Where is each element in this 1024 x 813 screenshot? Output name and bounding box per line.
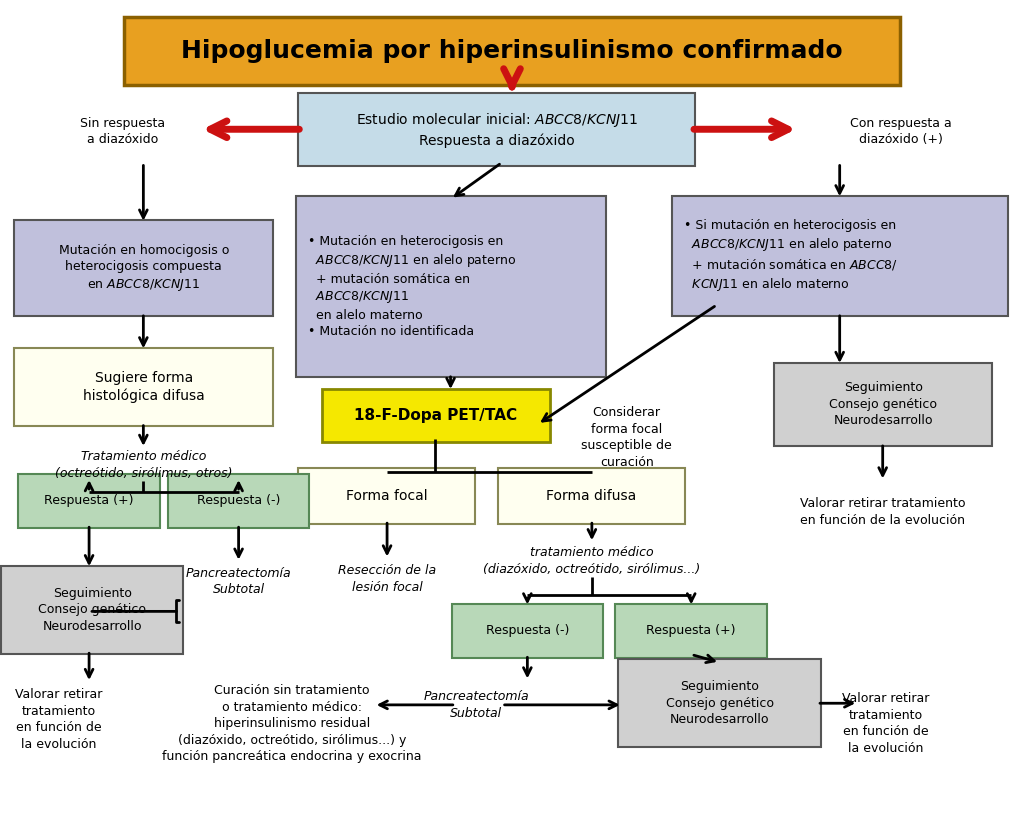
FancyBboxPatch shape xyxy=(14,348,273,426)
Text: Valorar retirar
tratamiento
en función de
la evolución: Valorar retirar tratamiento en función d… xyxy=(842,693,930,754)
Text: Sugiere forma
histológica difusa: Sugiere forma histológica difusa xyxy=(83,371,205,403)
Text: Seguimiento
Consejo genético
Neurodesarrollo: Seguimiento Consejo genético Neurodesarr… xyxy=(666,680,774,726)
FancyBboxPatch shape xyxy=(618,659,821,747)
Text: • Si mutación en heterocigosis en
  $\it{ABCC8/KCNJ11}$ en alelo paterno
  + mut: • Si mutación en heterocigosis en $\it{A… xyxy=(684,219,898,293)
FancyBboxPatch shape xyxy=(14,220,273,316)
Text: Pancreatectomía
Subtotal: Pancreatectomía Subtotal xyxy=(423,690,529,720)
Text: 18-F-Dopa PET/TAC: 18-F-Dopa PET/TAC xyxy=(354,408,517,423)
FancyBboxPatch shape xyxy=(672,196,1008,316)
Text: Hipoglucemia por hiperinsulinismo confirmado: Hipoglucemia por hiperinsulinismo confir… xyxy=(181,39,843,63)
FancyBboxPatch shape xyxy=(168,474,309,528)
Text: Valorar retirar
tratamiento
en función de
la evolución: Valorar retirar tratamiento en función d… xyxy=(14,689,102,750)
FancyBboxPatch shape xyxy=(774,363,992,446)
Text: Curación sin tratamiento
o tratamiento médico:
hiperinsulinismo residual
(diazóx: Curación sin tratamiento o tratamiento m… xyxy=(162,684,422,763)
Text: Respuesta (-): Respuesta (-) xyxy=(197,494,281,507)
Text: Pancreatectomía
Subtotal: Pancreatectomía Subtotal xyxy=(185,567,292,596)
FancyBboxPatch shape xyxy=(1,566,183,654)
FancyBboxPatch shape xyxy=(298,468,475,524)
Text: Tratamiento médico
(octreótido, sirólimus, otros): Tratamiento médico (octreótido, sirólimu… xyxy=(54,450,232,480)
Text: tratamiento médico
(diazóxido, octreótido, sirólimus...): tratamiento médico (diazóxido, octreótid… xyxy=(483,546,700,576)
Text: Considerar
forma focal
susceptible de
curación: Considerar forma focal susceptible de cu… xyxy=(582,406,672,468)
Text: Estudio molecular inicial: $\it{ABCC8/KCNJ11}$
Respuesta a diazóxido: Estudio molecular inicial: $\it{ABCC8/KC… xyxy=(355,111,638,147)
Text: Resección de la
lesión focal: Resección de la lesión focal xyxy=(338,564,436,593)
Text: Respuesta (-): Respuesta (-) xyxy=(485,624,569,637)
FancyBboxPatch shape xyxy=(124,17,900,85)
Text: Forma focal: Forma focal xyxy=(346,489,427,503)
Text: Mutación en homocigosis o
heterocigosis compuesta
en $\it{ABCC8/KCNJ11}$: Mutación en homocigosis o heterocigosis … xyxy=(58,244,229,293)
Text: Con respuesta a
diazóxido (+): Con respuesta a diazóxido (+) xyxy=(850,117,952,146)
FancyBboxPatch shape xyxy=(298,93,695,166)
Text: Forma difusa: Forma difusa xyxy=(546,489,637,503)
Text: Seguimiento
Consejo genético
Neurodesarrollo: Seguimiento Consejo genético Neurodesarr… xyxy=(829,381,937,428)
Text: Seguimiento
Consejo genético
Neurodesarrollo: Seguimiento Consejo genético Neurodesarr… xyxy=(38,587,146,633)
FancyBboxPatch shape xyxy=(498,468,685,524)
FancyBboxPatch shape xyxy=(452,604,603,658)
Text: Valorar retirar tratamiento
en función de la evolución: Valorar retirar tratamiento en función d… xyxy=(800,498,966,527)
Text: Sin respuesta
a diazóxido: Sin respuesta a diazóxido xyxy=(80,117,166,146)
Text: • Mutación en heterocigosis en
  $\it{ABCC8/KCNJ11}$ en alelo paterno
  + mutaci: • Mutación en heterocigosis en $\it{ABCC… xyxy=(308,235,516,338)
FancyBboxPatch shape xyxy=(322,389,550,442)
FancyBboxPatch shape xyxy=(615,604,767,658)
Text: Respuesta (+): Respuesta (+) xyxy=(646,624,736,637)
FancyBboxPatch shape xyxy=(296,196,606,377)
FancyBboxPatch shape xyxy=(18,474,160,528)
Text: Respuesta (+): Respuesta (+) xyxy=(44,494,134,507)
